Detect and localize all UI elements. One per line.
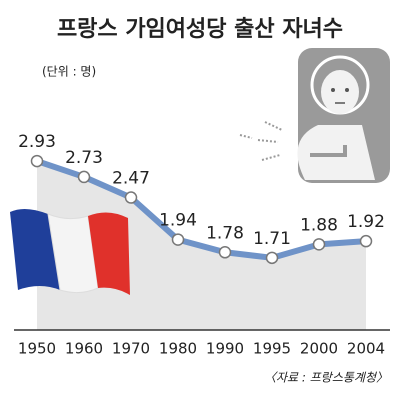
- woman-icon: [239, 48, 390, 183]
- icon-face: [321, 70, 359, 114]
- point: [265, 251, 279, 265]
- mark-layer: 2.93 1950 2.73 1960 2.47 1970 1.94 1980 1.78 1990…: [18, 132, 385, 357]
- data-label: 2.73: [65, 148, 103, 168]
- french-flag: [10, 208, 130, 295]
- data-label: 1.71: [253, 229, 291, 249]
- data-label: 2.47: [112, 169, 150, 189]
- x-tick-label: 1950: [18, 340, 56, 358]
- icon-rays: [239, 121, 283, 161]
- x-tick-label: 2000: [300, 340, 338, 358]
- data-label: 1.88: [300, 215, 338, 235]
- x-tick-label: 1970: [112, 340, 150, 358]
- data-label: 1.94: [159, 211, 197, 231]
- x-tick-label: 1990: [206, 340, 244, 358]
- point: [77, 170, 91, 184]
- point: [218, 246, 232, 259]
- icon-body: [297, 125, 375, 180]
- point: [359, 234, 373, 248]
- chart-title: 프랑스 가임여성당 출산 자녀수: [57, 17, 343, 42]
- point: [30, 154, 44, 168]
- data-label: 2.93: [18, 132, 56, 152]
- icon-eye: [331, 88, 335, 92]
- data-label: 1.92: [347, 212, 385, 232]
- x-tick-label: 2004: [347, 340, 385, 358]
- unit-label: (단위 : 명): [42, 65, 96, 79]
- point: [312, 238, 326, 251]
- x-tick-label: 1980: [159, 340, 197, 358]
- flag-red: [88, 212, 130, 295]
- line: [36, 158, 367, 261]
- icon-arm: [310, 145, 347, 157]
- point: [171, 233, 185, 246]
- data-label: 1.78: [206, 223, 244, 243]
- point: [124, 191, 138, 204]
- flag-blue: [10, 208, 60, 290]
- x-tick-label: 1995: [253, 340, 291, 358]
- x-tick-label: 1960: [65, 340, 103, 358]
- icon-eye: [345, 88, 349, 92]
- source-label: 〈자료 : 프랑스통계청〉: [264, 371, 388, 385]
